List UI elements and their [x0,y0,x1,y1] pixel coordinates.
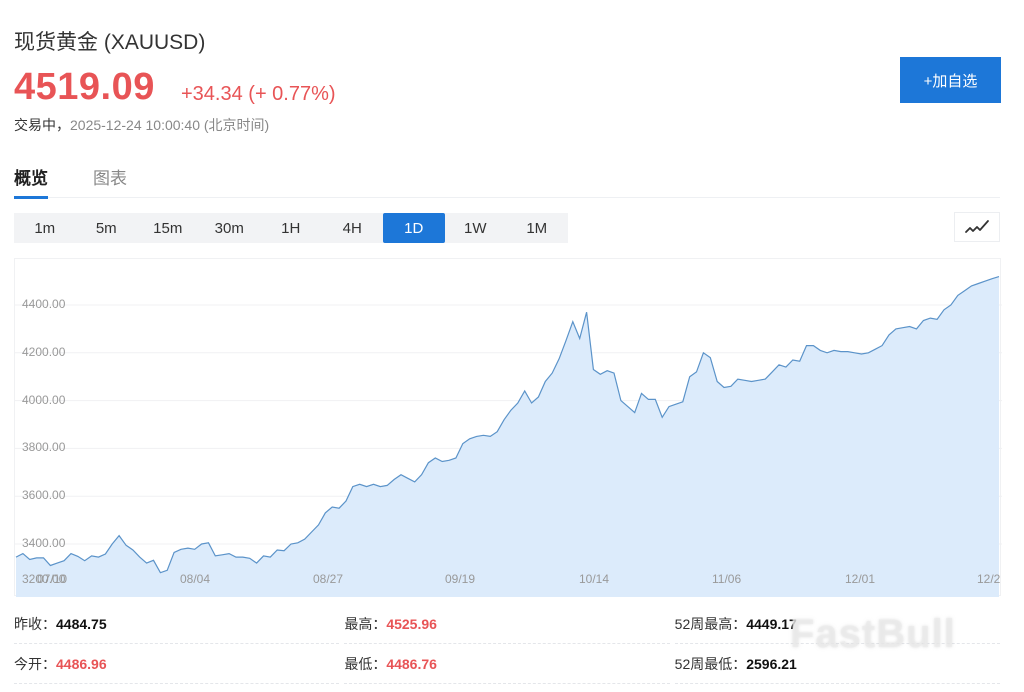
line-chart-icon [965,220,989,233]
current-price: 4519.09 [14,66,155,108]
status-label: 交易中， [14,117,70,133]
period-1mo[interactable]: 1M [526,219,548,237]
chart-type-button[interactable] [954,212,1000,242]
x-axis-label: 10/14 [579,572,610,586]
period-15m[interactable]: 15m [153,219,183,237]
x-axis-label: 09/19 [445,572,476,586]
period-30m[interactable]: 30m [214,219,244,237]
price-change: +34.34 (+ 0.77%) [181,83,336,105]
stats-row: 今开： 4486.96 最低： 4486.76 52周最低： 2596.21 [14,644,1000,684]
timezone-label: (北京时间) [203,117,270,133]
y-axis-label: 3200.00 [22,572,66,586]
y-axis-label: 4200.00 [22,344,66,359]
x-axis-label: 12/2 [977,572,1001,586]
x-axis-label: 12/01 [845,572,876,586]
tab-overview[interactable]: 概览 [14,160,48,199]
price-area-chart [15,276,1002,597]
y-axis-label: 3600.00 [22,488,66,503]
tab-bar: 概览 图表 [14,160,1000,199]
stats-panel: 昨收： 4484.75 最高： 4525.96 52周最高： 4449.17 今开： 4… [14,604,1000,684]
tab-chart[interactable]: 图表 [93,169,127,188]
period-selector: 1m 5m 15m 30m 1H 4H 1D 1W 1M [14,213,568,243]
x-axis-label: 08/27 [313,572,344,586]
period-1d[interactable]: 1D [383,213,445,243]
stats-row: 昨收： 4484.75 最高： 4525.96 52周最高： 4449.17 [14,604,1000,644]
stat-low: 最低： 4486.76 [344,644,670,684]
stat-high: 最高： 4525.96 [344,604,670,644]
x-axis-label: 08/04 [180,572,211,586]
stat-prev-close: 昨收： 4484.75 [14,604,340,644]
stat-open: 今开： 4486.96 [14,644,340,684]
period-1m[interactable]: 1m [34,219,56,237]
trading-status: 交易中，2025-12-24 10:00:40 (北京时间) [14,115,269,135]
period-1w[interactable]: 1W [464,219,487,237]
y-axis-label: 4000.00 [22,392,66,407]
y-axis-label: 3400.00 [22,536,66,550]
x-axis-label: 07/10 [37,572,68,586]
period-5m[interactable]: 5m [95,219,117,237]
period-4h[interactable]: 4H [342,219,362,237]
instrument-title: 现货黄金 (XAUUSD) [14,31,206,54]
stat-52w-low: 52周最低： 2596.21 [674,644,1000,684]
stat-52w-high: 52周最高： 4449.17 [674,604,1000,644]
price-chart[interactable]: 4400.00 4200.00 4000.00 3800.00 3600.00 3400.… [14,258,1002,597]
y-axis-label: 4400.00 [22,297,66,311]
y-axis-label: 3800.00 [22,440,66,455]
period-1h[interactable]: 1H [281,219,301,237]
timestamp: 2025-12-24 10:00:40 [70,117,200,133]
x-axis-label: 11/06 [712,572,742,586]
add-to-watchlist-button[interactable]: +加自选 [900,57,1001,103]
